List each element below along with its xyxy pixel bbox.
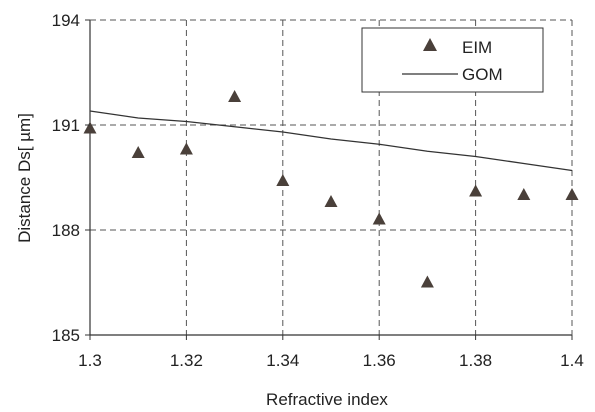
x-tick-label: 1.4 bbox=[560, 351, 584, 370]
eim-data-point bbox=[517, 188, 531, 200]
y-tick-label: 185 bbox=[52, 326, 80, 345]
x-tick-label: 1.38 bbox=[459, 351, 492, 370]
eim-data-point bbox=[324, 195, 338, 207]
series-layer bbox=[83, 90, 579, 288]
eim-data-point bbox=[228, 90, 242, 102]
legend: EIM GOM bbox=[361, 27, 544, 93]
eim-data-point bbox=[469, 184, 483, 197]
eim-data-point bbox=[276, 174, 290, 186]
eim-data-point bbox=[420, 275, 434, 288]
eim-data-point bbox=[372, 212, 386, 225]
legend-gom-label: GOM bbox=[462, 65, 503, 84]
x-tick-label: 1.32 bbox=[170, 351, 203, 370]
gom-series-line bbox=[89, 110, 573, 172]
y-axis-title: Distance Ds[ µm] bbox=[15, 113, 34, 243]
x-tick-label: 1.36 bbox=[363, 351, 396, 370]
legend-eim-marker bbox=[423, 38, 437, 51]
x-axis-title: Refractive index bbox=[266, 390, 388, 409]
legend-eim-label: EIM bbox=[462, 38, 492, 57]
legend-box bbox=[361, 27, 544, 93]
eim-data-point bbox=[565, 188, 579, 200]
plot-frame bbox=[89, 19, 573, 336]
eim-data-point bbox=[83, 121, 97, 134]
eim-data-point bbox=[131, 146, 145, 158]
tick-labels: 1.3 1.32 1.34 1.36 1.38 1.4 185 188 191 194 bbox=[52, 11, 584, 370]
x-tick-label: 1.3 bbox=[78, 351, 102, 370]
eim-data-point bbox=[179, 142, 193, 155]
x-tick-label: 1.34 bbox=[266, 351, 299, 370]
y-tick-label: 191 bbox=[52, 116, 80, 135]
y-tick-label: 194 bbox=[52, 11, 80, 30]
y-tick-label: 188 bbox=[52, 221, 80, 240]
